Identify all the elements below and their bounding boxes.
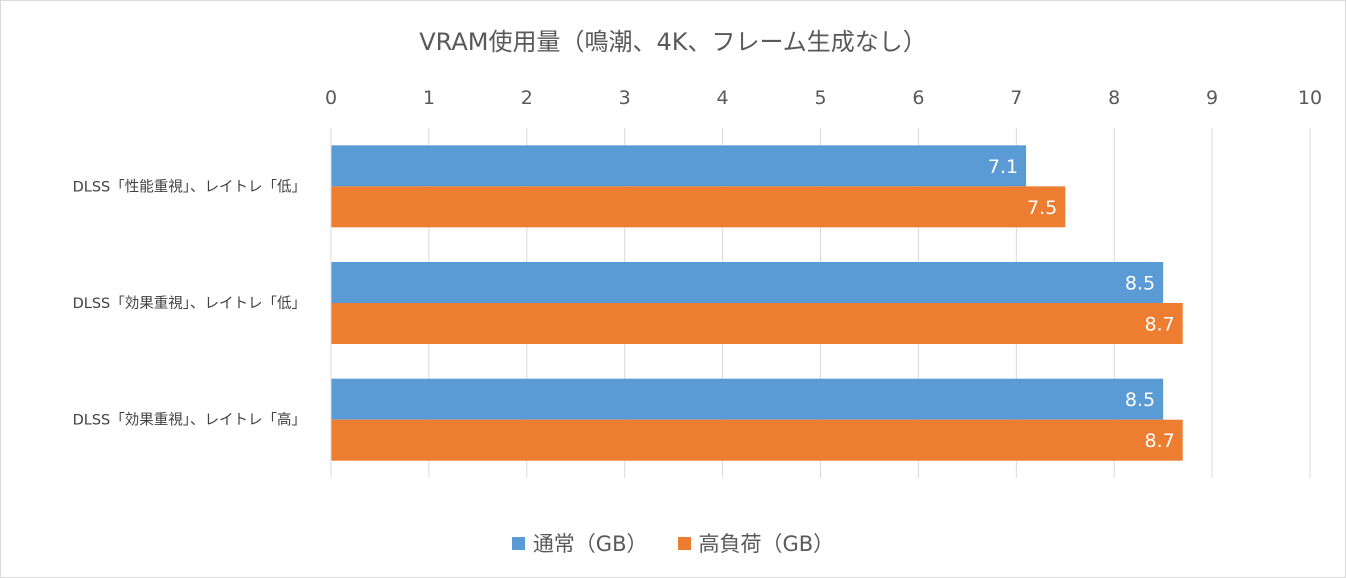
x-tick-label: 2 <box>521 87 533 109</box>
x-tick-label: 9 <box>1206 87 1218 109</box>
bar <box>331 378 1164 420</box>
category-label: DLSS「効果重視」、レイトレ「低」 <box>73 295 306 312</box>
legend-item-series1: 通常（GB） <box>511 528 648 558</box>
bar <box>331 419 1183 461</box>
data-label: 8.7 <box>1145 314 1175 336</box>
x-tick-label: 0 <box>325 87 337 109</box>
x-tick-label: 3 <box>619 87 631 109</box>
x-tick-label: 5 <box>814 87 826 109</box>
category-label: DLSS「効果重視」、レイトレ「高」 <box>73 412 306 429</box>
data-label: 7.5 <box>1027 197 1057 219</box>
data-label: 8.5 <box>1125 389 1155 411</box>
bar <box>331 186 1066 228</box>
x-tick-label: 8 <box>1108 87 1120 109</box>
legend: 通常（GB） 高負荷（GB） <box>0 528 1346 558</box>
bar <box>331 145 1027 187</box>
data-label: 8.5 <box>1125 273 1155 295</box>
legend-swatch-series2 <box>677 536 691 550</box>
category-label: DLSS「性能重視」、レイトレ「低」 <box>73 178 306 195</box>
x-tick-label: 7 <box>1010 87 1022 109</box>
legend-swatch-series1 <box>511 536 525 550</box>
x-tick-label: 10 <box>1298 87 1322 109</box>
legend-item-series2: 高負荷（GB） <box>677 528 835 558</box>
bar <box>331 303 1183 344</box>
data-label: 8.7 <box>1145 430 1175 452</box>
x-tick-label: 1 <box>423 87 435 109</box>
bar <box>331 262 1164 303</box>
x-tick-label: 6 <box>912 87 924 109</box>
legend-label-series1: 通常（GB） <box>532 532 648 556</box>
legend-label-series2: 高負荷（GB） <box>698 532 835 556</box>
x-tick-label: 4 <box>717 87 729 109</box>
chart-title: VRAM使用量（鳴潮、4K、フレーム生成なし） <box>419 28 927 56</box>
data-label: 7.1 <box>988 156 1018 178</box>
